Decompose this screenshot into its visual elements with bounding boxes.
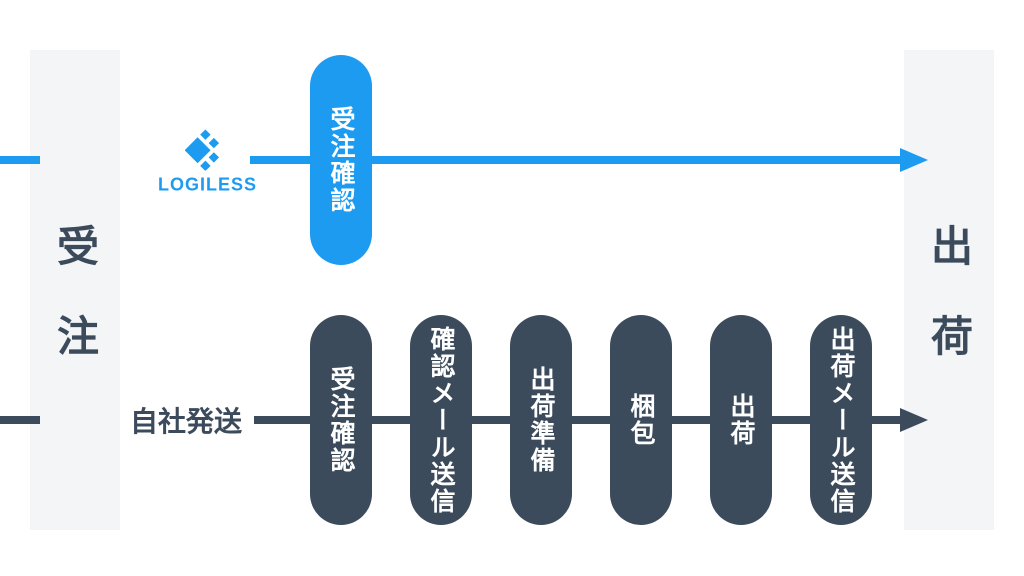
lane-bottom-label: 自社発送 [130, 400, 242, 440]
pill-label: 受注確認 [323, 366, 359, 474]
pill-label: 出荷 [723, 393, 759, 447]
lane-bottom-arrow-head [900, 408, 928, 432]
lane-bottom-pill: 確認メール送信 [410, 315, 472, 525]
lane-top-arrow-head [900, 148, 928, 172]
pill-label: 受注確認 [323, 106, 359, 214]
pill-label: 梱包 [623, 393, 659, 447]
endcap-left: 受注 [30, 50, 120, 530]
lane-top-dash-stub [0, 156, 40, 164]
logiless-logo: LOGILESS [158, 125, 257, 196]
pill-label: 出荷準備 [523, 366, 559, 474]
diagram-canvas: 受注 出荷 LOGILESS 受注確認 自社発送 [0, 0, 1024, 576]
logiless-logo-word: LOGILESS [158, 175, 257, 196]
lane-bottom-pill: 出荷準備 [510, 315, 572, 525]
lane-bottom-pill: 出荷 [710, 315, 772, 525]
lane-bottom-pill: 梱包 [610, 315, 672, 525]
pill-label: 確認メール送信 [423, 326, 459, 515]
lane-top-pill: 受注確認 [310, 55, 372, 265]
endcap-right-label: 出荷 [919, 176, 980, 404]
lane-bottom-pill: 出荷メール送信 [810, 315, 872, 525]
logiless-logo-icon [185, 125, 231, 171]
endcap-left-label: 受注 [45, 176, 106, 404]
lane-bottom-pill: 受注確認 [310, 315, 372, 525]
pill-label: 出荷メール送信 [823, 326, 859, 515]
lane-bottom-dash-stub [0, 416, 40, 424]
endcap-right: 出荷 [904, 50, 994, 530]
